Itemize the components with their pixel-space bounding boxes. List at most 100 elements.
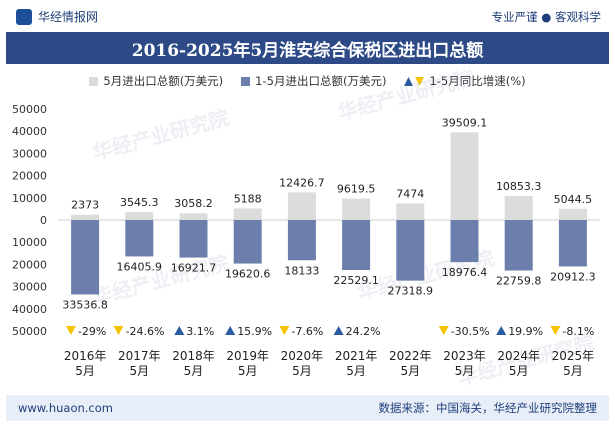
- legend-item-growth: 1-5月同比增速(%): [404, 73, 526, 89]
- bar-monthly: [179, 213, 208, 220]
- x-tick-label-line: 5月: [292, 364, 312, 378]
- growth-label: 3.1%: [186, 325, 214, 338]
- data-label-monthly: 7474: [396, 187, 424, 200]
- data-label-monthly: 9619.5: [337, 183, 376, 196]
- legend-item-cumulative: 1-5月进出口总额(万美元): [241, 73, 386, 89]
- growth-marker-up: [174, 326, 185, 335]
- x-tick-label-line: 2021年: [335, 349, 378, 363]
- growth-marker-down: [279, 326, 290, 335]
- x-tick-label: 2023年 5月: [443, 349, 486, 378]
- bar-cumulative: [558, 220, 587, 267]
- bar-monthly: [71, 214, 100, 220]
- x-tick-label-line: 5月: [129, 364, 149, 378]
- bar-cumulative: [342, 220, 371, 271]
- y-tick-label: 50000: [12, 103, 47, 116]
- x-tick-label-line: 2018年: [172, 349, 215, 363]
- data-label-monthly: 2373: [71, 199, 99, 212]
- bar-monthly: [233, 208, 262, 220]
- data-label-monthly: 3058.2: [174, 197, 213, 210]
- growth-label: 19.9%: [508, 325, 543, 338]
- x-tick-label-line: 5月: [400, 364, 420, 378]
- footer-website: www.huaon.com: [18, 401, 113, 415]
- legend-label-monthly: 5月进出口总额(万美元): [103, 74, 224, 88]
- x-tick-label: 2024年 5月: [497, 349, 540, 378]
- x-tick-label: 2025年 5月: [552, 349, 595, 378]
- data-label-monthly: 3545.3: [120, 196, 159, 209]
- x-tick-label-line: 5月: [455, 364, 475, 378]
- x-tick-label-line: 5月: [346, 364, 366, 378]
- x-tick-label-line: 2019年: [226, 349, 269, 363]
- legend-item-monthly: 5月进出口总额(万美元): [89, 73, 223, 89]
- data-label-cumulative: 16405.9: [117, 260, 163, 273]
- data-label-cumulative: 16921.7: [171, 262, 217, 275]
- x-tick-label-line: 2020年: [281, 349, 324, 363]
- legend-swatch-monthly: [89, 76, 99, 86]
- bar-monthly: [450, 132, 479, 220]
- bar-cumulative: [287, 220, 316, 261]
- bar-monthly: [504, 195, 533, 220]
- data-label-monthly: 12426.7: [279, 176, 325, 189]
- x-tick-label-line: 2017年: [118, 349, 161, 363]
- legend-swatch-cumulative: [241, 76, 251, 86]
- legend-label-growth: 1-5月同比增速(%): [429, 74, 526, 88]
- footer: www.huaon.com 数据来源：中国海关，华经产业研究院整理: [6, 395, 609, 421]
- slogan: 专业严谨 ● 客观科学: [491, 10, 601, 24]
- y-tick-label: 20000: [12, 170, 47, 183]
- growth-label: -29%: [78, 325, 106, 338]
- y-tick-label: 10000: [12, 236, 47, 249]
- bar-monthly: [125, 212, 154, 220]
- brand-logo-icon: [16, 8, 32, 25]
- bar-cumulative: [504, 220, 533, 271]
- y-tick-label: 30000: [12, 281, 47, 294]
- x-tick-label: 2019年 5月: [226, 349, 269, 378]
- y-tick-label: 20000: [12, 258, 47, 271]
- y-tick-label: 40000: [12, 303, 47, 316]
- x-tick-label: 2022年 5月: [389, 349, 432, 378]
- legend-label-cumulative: 1-5月进出口总额(万美元): [255, 74, 387, 88]
- y-tick-label: 40000: [12, 125, 47, 138]
- y-tick-label: 50000: [12, 325, 47, 338]
- data-label-monthly: 39509.1: [442, 116, 488, 129]
- growth-label: -30.5%: [451, 325, 490, 338]
- x-tick-label-line: 2023年: [443, 349, 486, 363]
- bar-cumulative: [450, 220, 479, 263]
- x-tick-label: 2016年 5月: [64, 349, 107, 378]
- growth-label: 24.2%: [346, 325, 381, 338]
- legend: 5月进出口总额(万美元) 1-5月进出口总额(万美元) 1-5月同比增速(%): [0, 70, 615, 92]
- y-tick-label: 30000: [12, 147, 47, 160]
- chart-title: 2016-2025年5月淮安综合保税区进出口总额: [131, 40, 484, 61]
- growth-marker-up: [496, 326, 507, 335]
- bar-cumulative: [71, 220, 100, 295]
- x-tick-label-line: 2022年: [389, 349, 432, 363]
- y-tick-label: 10000: [12, 192, 47, 205]
- x-tick-label: 2020年 5月: [281, 349, 324, 378]
- bar-monthly: [558, 208, 587, 220]
- watermark-text: 华经产业研究院: [90, 250, 231, 309]
- y-tick-label: 0: [40, 214, 47, 227]
- x-tick-label-line: 2025年: [552, 349, 595, 363]
- growth-marker-down: [65, 326, 76, 335]
- data-label-cumulative: 22759.8: [496, 275, 542, 288]
- growth-marker-up: [225, 326, 236, 335]
- growth-label: -8.1%: [562, 325, 594, 338]
- bar-cumulative: [233, 220, 262, 264]
- growth-label: -24.6%: [126, 325, 165, 338]
- x-tick-label-line: 5月: [238, 364, 258, 378]
- legend-swatch-growth-icon: [404, 76, 425, 86]
- bar-monthly: [342, 198, 371, 220]
- bar-monthly: [396, 203, 425, 220]
- data-label-monthly: 5044.5: [554, 193, 593, 206]
- data-label-cumulative: 20912.3: [550, 270, 596, 283]
- bar-cumulative: [125, 220, 154, 257]
- x-tick-label-line: 5月: [75, 364, 95, 378]
- data-label-cumulative: 19620.6: [225, 268, 271, 281]
- x-tick-label: 2021年 5月: [335, 349, 378, 378]
- growth-marker-down: [438, 326, 449, 335]
- brand: 华经情报网: [16, 8, 98, 25]
- x-tick-label-line: 5月: [509, 364, 529, 378]
- footer-source: 数据来源：中国海关，华经产业研究院整理: [378, 401, 598, 415]
- data-label-cumulative: 18976.4: [442, 266, 488, 279]
- watermark-text: 华经产业研究院: [90, 105, 231, 164]
- bar-cumulative: [179, 220, 208, 258]
